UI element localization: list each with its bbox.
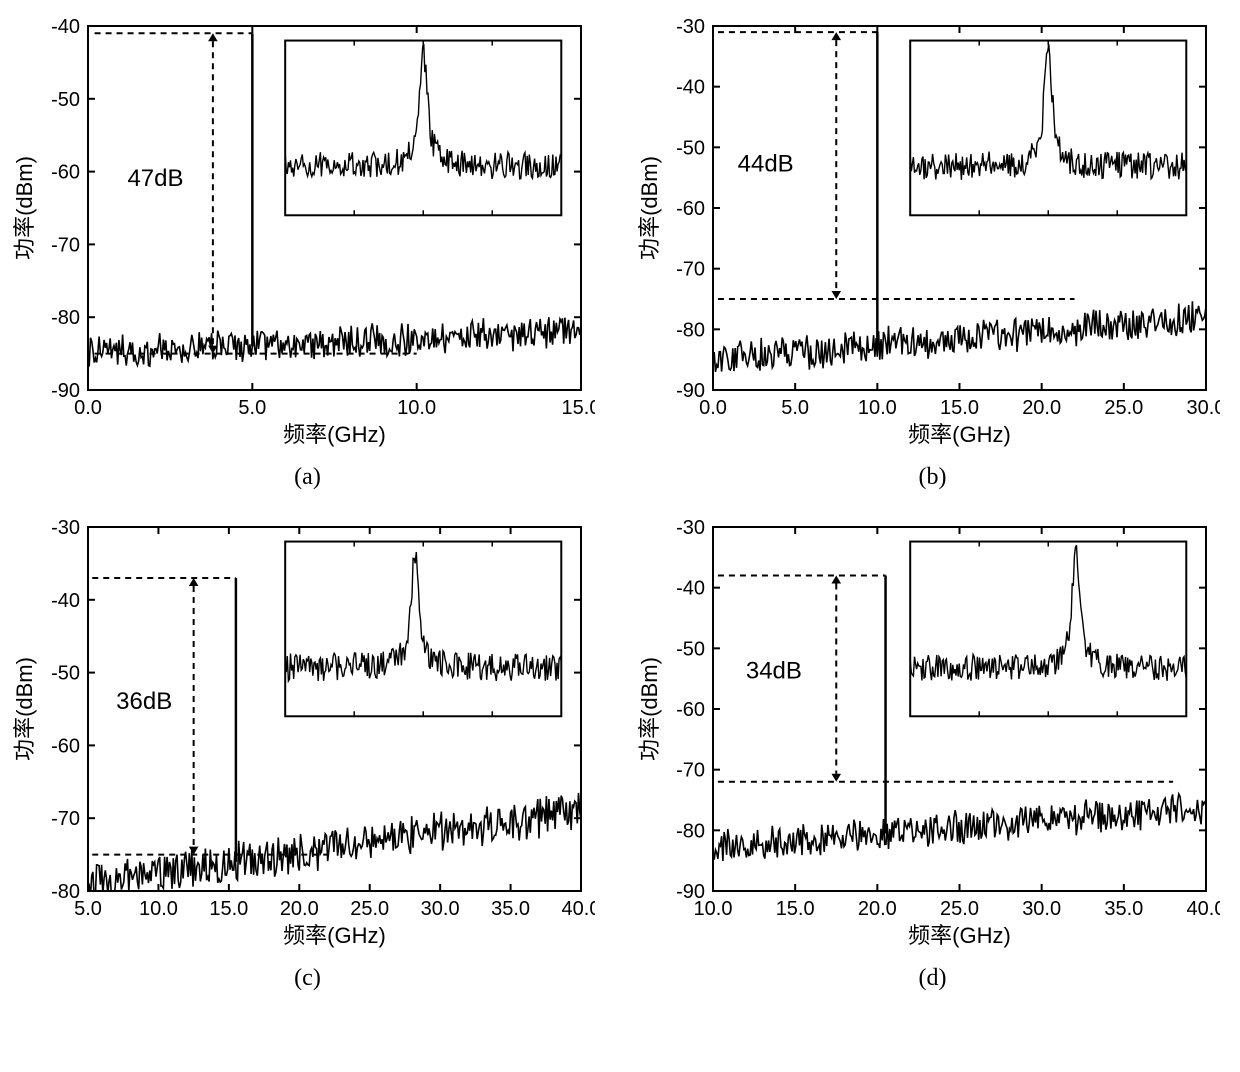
chart-d: 10.015.020.025.030.035.040.0-90-80-70-60…	[635, 511, 1230, 961]
svg-text:47dB: 47dB	[127, 165, 183, 192]
svg-text:35.0: 35.0	[1104, 898, 1143, 920]
sublabel-b: (b)	[635, 464, 1230, 491]
svg-text:-60: -60	[676, 198, 705, 220]
panel-a: 0.05.010.015.0-90-80-70-60-50-40频率(GHz)功…	[10, 10, 605, 491]
svg-text:-30: -30	[676, 16, 705, 38]
svg-text:功率(dBm): 功率(dBm)	[12, 156, 37, 260]
svg-text:10.0: 10.0	[858, 397, 897, 419]
svg-text:-50: -50	[676, 137, 705, 159]
svg-text:功率(dBm): 功率(dBm)	[637, 657, 662, 761]
svg-text:-80: -80	[51, 307, 80, 329]
svg-text:10.0: 10.0	[139, 898, 178, 920]
svg-text:40.0: 40.0	[1187, 898, 1220, 920]
svg-text:20.0: 20.0	[280, 898, 319, 920]
svg-text:15.0: 15.0	[940, 397, 979, 419]
chart-b: 0.05.010.015.020.025.030.0-90-80-70-60-5…	[635, 10, 1230, 460]
svg-text:-50: -50	[51, 663, 80, 685]
svg-text:30.0: 30.0	[1187, 397, 1220, 419]
svg-text:25.0: 25.0	[940, 898, 979, 920]
svg-text:15.0: 15.0	[209, 898, 248, 920]
panel-d: 10.015.020.025.030.035.040.0-90-80-70-60…	[635, 511, 1230, 992]
svg-text:-90: -90	[51, 380, 80, 402]
svg-text:-30: -30	[676, 517, 705, 539]
sublabel-c: (c)	[10, 965, 605, 992]
svg-text:功率(dBm): 功率(dBm)	[637, 156, 662, 260]
svg-text:频率(GHz): 频率(GHz)	[908, 422, 1011, 447]
svg-text:-40: -40	[676, 77, 705, 99]
svg-text:-70: -70	[51, 234, 80, 256]
svg-text:-70: -70	[51, 808, 80, 830]
svg-text:40.0: 40.0	[562, 898, 595, 920]
sublabel-d: (d)	[635, 965, 1230, 992]
svg-text:25.0: 25.0	[1104, 397, 1143, 419]
svg-text:36dB: 36dB	[116, 688, 172, 715]
svg-text:35.0: 35.0	[491, 898, 530, 920]
svg-text:-40: -40	[51, 16, 80, 38]
svg-text:频率(GHz): 频率(GHz)	[283, 422, 386, 447]
svg-text:功率(dBm): 功率(dBm)	[12, 657, 37, 761]
svg-text:-90: -90	[676, 380, 705, 402]
svg-text:30.0: 30.0	[1022, 898, 1061, 920]
svg-text:-80: -80	[676, 820, 705, 842]
svg-text:15.0: 15.0	[776, 898, 815, 920]
svg-text:频率(GHz): 频率(GHz)	[283, 923, 386, 948]
chart-c: 5.010.015.020.025.030.035.040.0-80-70-60…	[10, 511, 605, 961]
svg-text:20.0: 20.0	[858, 898, 897, 920]
svg-text:5.0: 5.0	[238, 397, 266, 419]
sublabel-a: (a)	[10, 464, 605, 491]
svg-text:-70: -70	[676, 259, 705, 281]
svg-text:-40: -40	[51, 590, 80, 612]
svg-text:-60: -60	[51, 162, 80, 184]
svg-text:-90: -90	[676, 881, 705, 903]
svg-text:-80: -80	[676, 319, 705, 341]
svg-text:15.0: 15.0	[562, 397, 595, 419]
svg-text:10.0: 10.0	[397, 397, 436, 419]
svg-text:44dB: 44dB	[738, 151, 794, 178]
chart-a: 0.05.010.015.0-90-80-70-60-50-40频率(GHz)功…	[10, 10, 605, 460]
svg-text:-50: -50	[51, 89, 80, 111]
svg-text:30.0: 30.0	[421, 898, 460, 920]
svg-text:-40: -40	[676, 578, 705, 600]
chart-grid: 0.05.010.015.0-90-80-70-60-50-40频率(GHz)功…	[10, 10, 1230, 992]
svg-text:20.0: 20.0	[1022, 397, 1061, 419]
panel-b: 0.05.010.015.020.025.030.0-90-80-70-60-5…	[635, 10, 1230, 491]
svg-text:-80: -80	[51, 881, 80, 903]
svg-text:-30: -30	[51, 517, 80, 539]
panel-c: 5.010.015.020.025.030.035.040.0-80-70-60…	[10, 511, 605, 992]
svg-text:频率(GHz): 频率(GHz)	[908, 923, 1011, 948]
svg-text:5.0: 5.0	[781, 397, 809, 419]
svg-text:25.0: 25.0	[350, 898, 389, 920]
svg-text:-60: -60	[51, 735, 80, 757]
svg-text:34dB: 34dB	[746, 658, 802, 685]
svg-text:-50: -50	[676, 638, 705, 660]
svg-text:-70: -70	[676, 760, 705, 782]
svg-text:-60: -60	[676, 699, 705, 721]
